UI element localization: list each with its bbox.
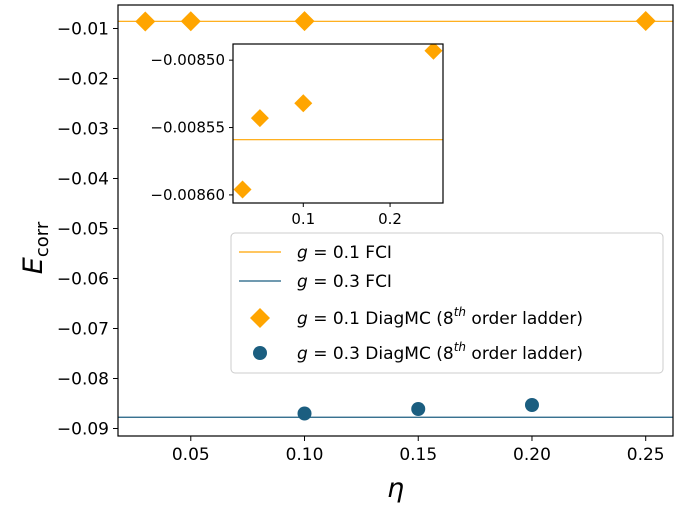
inset-point-3	[424, 44, 443, 60]
inset-point-0	[233, 180, 252, 199]
inset-axes-frame	[232, 43, 444, 204]
y-tick-label: −0.02	[57, 70, 109, 90]
inset-y-tick-label: −0.00855	[150, 119, 225, 137]
point-s1-0	[297, 406, 312, 421]
x-tick-label: 0.10	[286, 445, 324, 465]
main-axes-frame	[117, 4, 674, 437]
y-tick-label: −0.04	[57, 170, 109, 190]
legend-box	[230, 232, 664, 374]
legend-label: g = 0.3 FCI	[297, 272, 392, 292]
y-tick-label: −0.03	[57, 120, 109, 140]
x-tick-label: 0.05	[172, 445, 210, 465]
y-tick-label: −0.09	[57, 420, 109, 440]
legend-marker-swatch	[253, 346, 267, 360]
legend-label: g = 0.3 DiagMC (8th order ladder)	[297, 340, 583, 364]
inset-point-1	[250, 109, 269, 128]
y-axis-label: Ecorr	[18, 221, 53, 274]
inset-points	[233, 44, 443, 199]
legend: g = 0.1 FCI g = 0.3 FCI g = 0.1 DiagMC (8t…	[230, 232, 664, 374]
y-tick-label: −0.08	[57, 370, 109, 390]
inset-x-tick-label: 0.1	[291, 210, 315, 228]
x-tick-label: 0.25	[627, 445, 665, 465]
y-tick-label: −0.01	[57, 20, 109, 40]
point-s1-1	[411, 402, 426, 416]
point-s0-1	[180, 11, 201, 32]
inset-background	[233, 44, 443, 203]
x-axis-label: η	[387, 473, 404, 504]
point-s0-3	[635, 10, 656, 31]
legend-label: g = 0.1 FCI	[297, 243, 392, 263]
legend-label: g = 0.1 DiagMC (8th order ladder)	[297, 305, 583, 329]
inset-y-tick-label: −0.00850	[150, 51, 225, 69]
inset-x-tick-label: 0.2	[378, 210, 402, 228]
point-s0-0	[135, 11, 156, 32]
y-tick-label: −0.07	[57, 320, 109, 340]
x-tick-label: 0.15	[399, 445, 437, 465]
inset-point-2	[294, 94, 313, 113]
y-tick-label: −0.06	[57, 270, 109, 290]
inset-y-tick-label: −0.00860	[150, 186, 225, 204]
point-s1-2	[524, 398, 539, 412]
legend-marker-swatch	[250, 308, 270, 328]
x-tick-label: 0.20	[513, 445, 551, 465]
y-tick-label: −0.05	[57, 220, 109, 240]
point-s0-2	[294, 11, 315, 32]
